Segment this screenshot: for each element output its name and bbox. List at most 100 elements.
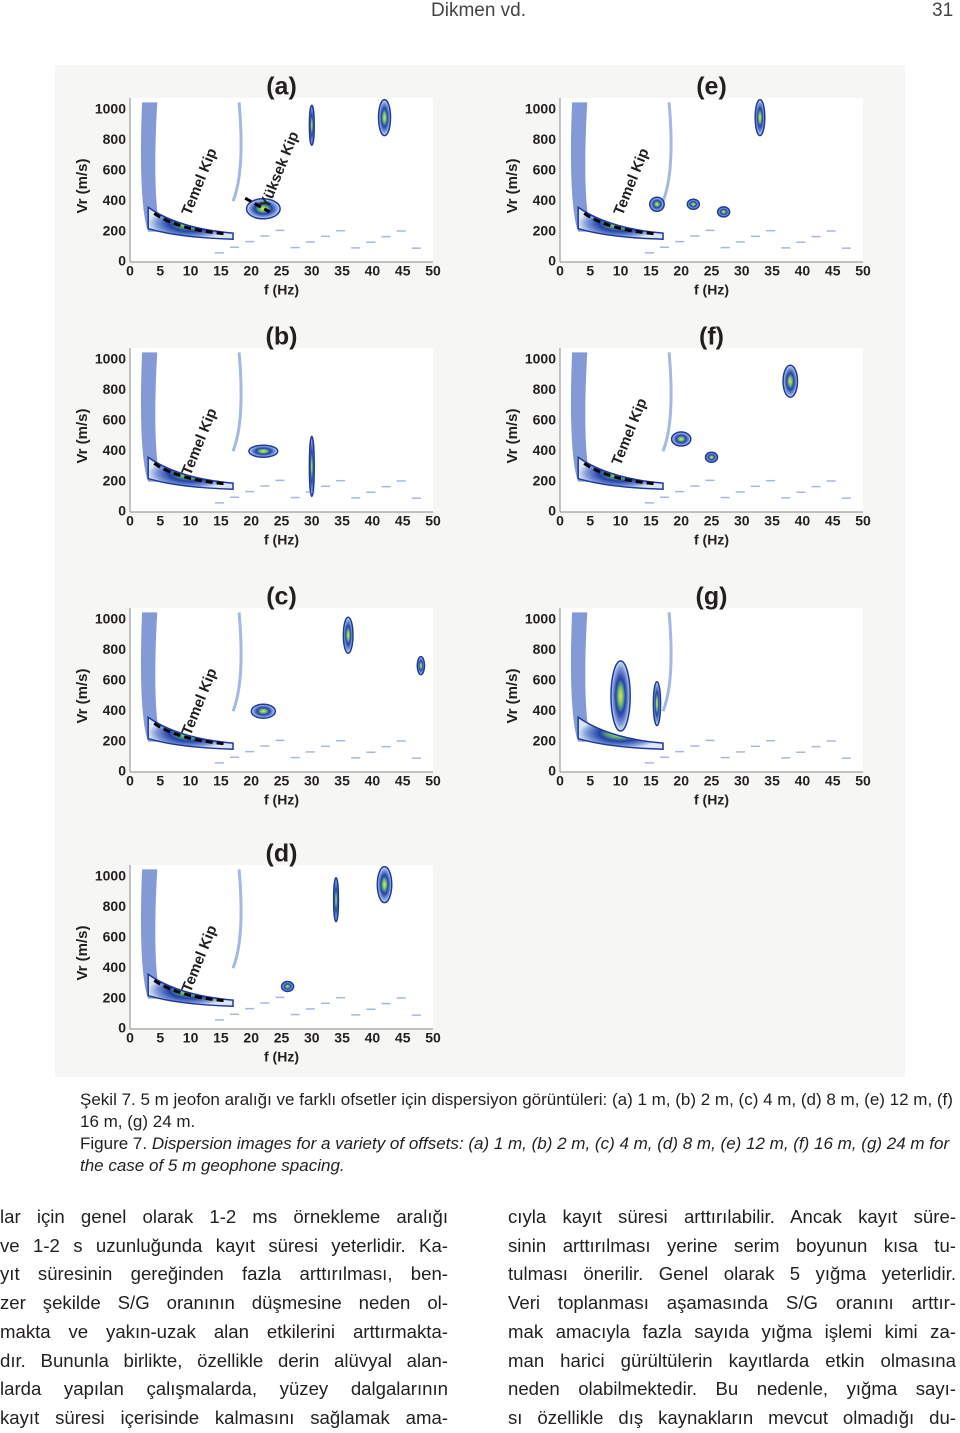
x-tick-label: 30 xyxy=(304,263,320,279)
text-line: yıt süresinin gereğinden fazla arttırılm… xyxy=(0,1263,448,1285)
picked-curve xyxy=(153,462,228,486)
x-tick-label: 0 xyxy=(556,773,564,789)
x-tick-label: 40 xyxy=(365,513,381,529)
panel-label: (b) xyxy=(266,323,298,351)
x-tick-label: 30 xyxy=(734,773,750,789)
x-tick-label: 20 xyxy=(243,773,259,789)
text-line: zer şekilde S/G oranının düşmesine neden… xyxy=(0,1292,448,1314)
panel: (c) 1000 800 600 400 200 00 5 10 15 20 25 30 35 40 45 50… xyxy=(74,583,441,808)
caption-text: Dispersion images for a variety of offse… xyxy=(80,1134,950,1175)
x-tick-label: 35 xyxy=(334,773,350,789)
energy-blob xyxy=(376,865,393,904)
x-tick-label: 0 xyxy=(126,263,134,279)
x-tick-label: 40 xyxy=(365,263,381,279)
x-tick-label: 50 xyxy=(425,513,441,529)
y-tick-label: 600 xyxy=(103,672,127,688)
y-tick-label: 800 xyxy=(533,381,557,397)
x-tick-label: 30 xyxy=(304,1030,320,1046)
x-tick-label: 45 xyxy=(825,513,841,529)
x-tick-label: 0 xyxy=(556,513,564,529)
x-tick-label: 40 xyxy=(365,773,381,789)
y-tick-label: 600 xyxy=(533,672,557,688)
x-tick-label: 15 xyxy=(213,513,229,529)
plot-area xyxy=(130,348,433,512)
panel-label: (a) xyxy=(266,73,297,101)
text-column: cıyla kayıt süresi arttırılabilir. Ancak… xyxy=(508,1203,956,1433)
y-tick-label: 1000 xyxy=(95,101,126,117)
y-tick-label: 800 xyxy=(103,898,127,914)
energy-streak xyxy=(140,869,161,999)
x-tick-label: 15 xyxy=(213,263,229,279)
y-tick-label: 400 xyxy=(103,442,127,458)
energy-streak xyxy=(570,612,591,742)
y-tick-label: 1000 xyxy=(525,101,556,117)
energy-blob xyxy=(782,364,799,399)
y-axis-label: Vr (m/s) xyxy=(504,158,521,213)
text-line: tulması önerilir. Genel olarak 5 yığma y… xyxy=(508,1263,956,1285)
plot-area xyxy=(560,608,863,772)
x-tick-label: 30 xyxy=(304,773,320,789)
x-tick-label: 10 xyxy=(183,1030,199,1046)
x-tick-label: 10 xyxy=(613,513,629,529)
panel-label: (e) xyxy=(696,73,727,101)
panel-label: (c) xyxy=(266,583,297,611)
text-line: cıyla kayıt süresi arttırılabilir. Ancak… xyxy=(508,1206,956,1227)
y-tick-label: 600 xyxy=(103,929,127,945)
x-tick-label: 25 xyxy=(704,513,720,529)
x-tick-label: 10 xyxy=(613,263,629,279)
energy-blob xyxy=(280,980,295,993)
picked-curve xyxy=(244,196,271,214)
x-axis-label: f (Hz) xyxy=(264,532,299,548)
y-axis-label: Vr (m/s) xyxy=(74,668,91,723)
x-tick-label: 25 xyxy=(704,263,720,279)
x-tick-label: 0 xyxy=(126,513,134,529)
x-tick-label: 45 xyxy=(825,773,841,789)
y-tick-label: 800 xyxy=(103,381,127,397)
plot-area xyxy=(560,98,863,262)
energy-streak xyxy=(231,869,243,969)
y-tick-label: 0 xyxy=(118,503,126,519)
energy-blob xyxy=(704,451,719,464)
y-axis-label: Vr (m/s) xyxy=(74,925,91,980)
y-tick-label: 200 xyxy=(103,222,127,238)
y-tick-label: 0 xyxy=(118,763,126,779)
x-tick-label: 15 xyxy=(643,773,659,789)
y-tick-label: 1000 xyxy=(525,611,556,627)
y-tick-label: 1000 xyxy=(525,351,556,367)
page-number: 31 xyxy=(932,0,954,21)
x-tick-label: 50 xyxy=(855,263,871,279)
y-tick-label: 1000 xyxy=(95,611,126,627)
panel: (e) 1000 800 600 400 200 00 5 10 15 20 25 30 35 40 45 50… xyxy=(504,73,871,298)
x-tick-label: 30 xyxy=(734,263,750,279)
x-tick-label: 50 xyxy=(425,1030,441,1046)
y-tick-label: 200 xyxy=(533,222,557,238)
y-tick-label: 0 xyxy=(548,253,556,269)
energy-streak xyxy=(231,352,243,452)
panel-label: (f) xyxy=(699,323,724,351)
x-tick-label: 45 xyxy=(395,773,411,789)
y-tick-label: 400 xyxy=(103,192,127,208)
panel-label: (d) xyxy=(266,840,298,868)
caption-en: Figure 7. Dispersion images for a variet… xyxy=(80,1133,956,1177)
energy-streak xyxy=(140,102,161,232)
x-tick-label: 20 xyxy=(243,1030,259,1046)
x-tick-label: 40 xyxy=(795,513,811,529)
text-line: sinin arttırılması yerine serim boyunun … xyxy=(508,1234,956,1256)
x-tick-label: 15 xyxy=(643,513,659,529)
x-tick-label: 25 xyxy=(274,773,290,789)
y-axis-label: Vr (m/s) xyxy=(504,408,521,463)
y-tick-label: 800 xyxy=(103,641,127,657)
x-tick-label: 50 xyxy=(855,513,871,529)
panel: (b) 1000 800 600 400 200 00 5 10 15 20 25 30 35 40 45 50… xyxy=(74,323,441,548)
text-line: ve 1-2 s uzunluğunda kayıt süresi yeterl… xyxy=(0,1234,448,1256)
x-tick-label: 40 xyxy=(365,1030,381,1046)
x-tick-label: 0 xyxy=(126,1030,134,1046)
panel-label: (g) xyxy=(696,583,728,611)
x-tick-label: 5 xyxy=(156,1030,164,1046)
x-tick-label: 35 xyxy=(334,1030,350,1046)
y-tick-label: 600 xyxy=(533,412,557,428)
x-tick-label: 30 xyxy=(304,513,320,529)
y-tick-label: 400 xyxy=(533,192,557,208)
x-tick-label: 5 xyxy=(156,263,164,279)
